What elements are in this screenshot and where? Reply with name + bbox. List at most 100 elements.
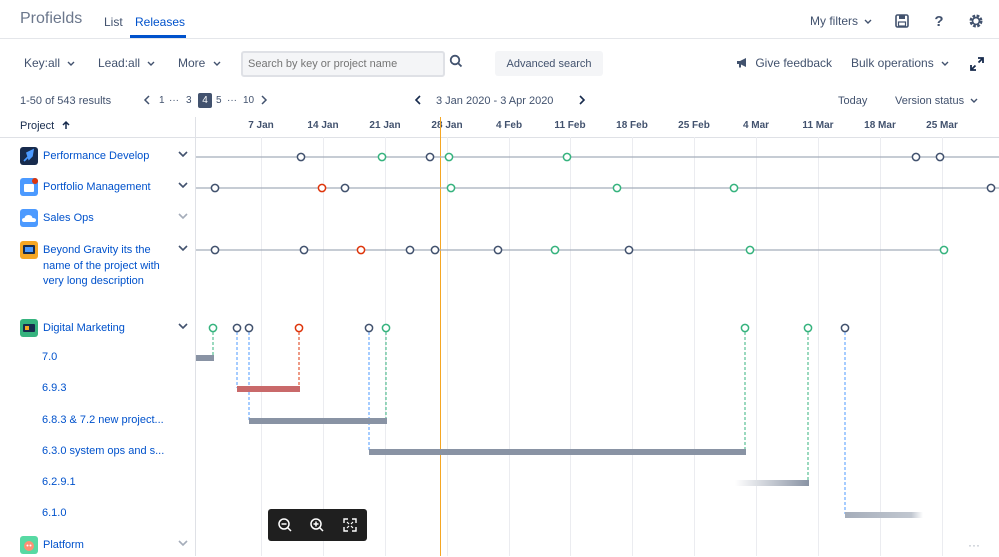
prev-page-icon[interactable] <box>143 94 151 108</box>
laptop-icon <box>20 319 38 337</box>
lead-filter-dropdown[interactable]: Lead:all <box>98 56 155 70</box>
version-name[interactable]: 6.8.3 & 7.2 new project... <box>42 414 164 426</box>
gridline <box>818 137 819 556</box>
page-link[interactable]: 1 <box>159 95 165 106</box>
version-marker <box>493 245 503 255</box>
gridline <box>694 137 695 556</box>
chevron-down-icon <box>213 61 221 66</box>
gridline <box>756 137 757 556</box>
version-marker <box>425 152 435 162</box>
app-title: Profields <box>20 10 83 27</box>
megaphone-icon <box>737 58 746 68</box>
project-name[interactable]: Sales Ops <box>43 212 94 224</box>
project-name[interactable]: Portfolio Management <box>43 181 151 193</box>
version-status-dropdown[interactable]: Version status <box>895 95 978 107</box>
project-column-label: Project <box>20 120 55 132</box>
save-icon[interactable] <box>892 11 912 31</box>
date-tick: 14 Jan <box>307 120 339 131</box>
version-marker <box>208 323 218 333</box>
range-next-icon[interactable] <box>578 94 586 108</box>
fit-to-screen-icon[interactable] <box>340 515 360 535</box>
current-page[interactable]: 4 <box>198 93 212 108</box>
more-filters-dropdown[interactable]: More <box>178 56 221 70</box>
search-icon[interactable] <box>449 54 469 74</box>
project-column-header[interactable]: Project <box>20 120 70 132</box>
project-name[interactable]: Platform <box>43 539 84 551</box>
help-icon[interactable]: ? <box>934 12 944 30</box>
timeline-header <box>0 117 999 138</box>
version-name[interactable]: 6.2.9.1 <box>42 476 76 488</box>
version-marker <box>364 323 374 333</box>
zoom-out-icon[interactable] <box>275 515 295 535</box>
advanced-search-button[interactable]: Advanced search <box>495 51 603 76</box>
chevron-down-icon[interactable] <box>178 211 188 221</box>
version-marker <box>405 245 415 255</box>
robot-icon <box>20 536 38 554</box>
search-input[interactable] <box>243 53 443 75</box>
date-tick: 25 Mar <box>926 120 958 131</box>
version-marker <box>317 183 327 193</box>
column-divider <box>195 117 196 556</box>
chevron-down-icon[interactable] <box>178 538 188 548</box>
version-name[interactable]: 6.9.3 <box>42 382 67 394</box>
gridline <box>385 137 386 556</box>
version-name[interactable]: 6.3.0 system ops and s... <box>42 445 165 457</box>
search-box <box>241 51 445 77</box>
chevron-down-icon[interactable] <box>178 180 188 190</box>
date-tick: 25 Feb <box>678 120 710 131</box>
version-name[interactable]: 6.1.0 <box>42 507 67 519</box>
version-status-label: Version status <box>895 95 965 107</box>
project-name[interactable]: Beyond Gravity its the name of the proje… <box>43 244 160 287</box>
version-marker <box>430 245 440 255</box>
chevron-down-icon <box>864 19 872 24</box>
date-tick: 21 Jan <box>369 120 401 131</box>
version-marker <box>939 245 949 255</box>
chevron-down-icon[interactable] <box>178 149 188 159</box>
version-marker <box>911 152 921 162</box>
version-name[interactable]: 7.0 <box>42 351 58 363</box>
expand-icon[interactable] <box>967 54 987 74</box>
date-tick: 4 Feb <box>495 120 523 131</box>
version-marker <box>745 245 755 255</box>
next-page-icon[interactable] <box>260 94 268 108</box>
range-prev-icon[interactable] <box>414 94 422 108</box>
version-bar <box>196 355 214 361</box>
page-link[interactable]: 5 <box>216 95 222 106</box>
tab-releases[interactable]: Releases <box>135 15 186 29</box>
page-link[interactable]: 10 <box>243 95 255 106</box>
chevron-down-icon <box>67 61 75 66</box>
project-name[interactable]: Digital Marketing <box>43 322 125 334</box>
gear-icon[interactable] <box>966 11 986 31</box>
version-marker <box>729 183 739 193</box>
give-feedback-button[interactable]: Give feedback <box>736 56 832 70</box>
gridline <box>447 137 448 556</box>
tab-list[interactable]: List <box>104 15 123 29</box>
key-filter-label: Key:all <box>24 56 61 70</box>
chevron-down-icon[interactable] <box>178 243 188 253</box>
version-marker <box>356 245 366 255</box>
my-filters-dropdown[interactable]: My filters <box>810 14 872 28</box>
portfolio-icon <box>20 178 38 196</box>
key-filter-dropdown[interactable]: Key:all <box>24 56 75 70</box>
gridline <box>880 137 881 556</box>
version-marker <box>340 183 350 193</box>
version-marker <box>377 152 387 162</box>
today-button[interactable]: Today <box>838 95 868 107</box>
version-bar <box>735 480 809 486</box>
version-marker <box>624 245 634 255</box>
active-tab-indicator <box>130 35 186 38</box>
give-feedback-label: Give feedback <box>755 56 833 70</box>
chevron-down-icon <box>941 61 949 66</box>
zoom-in-icon[interactable] <box>307 515 327 535</box>
page-link[interactable]: 3 <box>186 95 192 106</box>
date-tick: 28 Jan <box>431 120 463 131</box>
bulk-operations-dropdown[interactable]: Bulk operations <box>851 56 949 70</box>
version-marker <box>840 323 850 333</box>
gridline <box>323 137 324 556</box>
my-filters-label: My filters <box>810 14 858 28</box>
chevron-down-icon[interactable] <box>178 321 188 331</box>
project-name[interactable]: Performance Develop <box>43 150 150 162</box>
version-marker <box>299 245 309 255</box>
today-marker-line <box>440 117 441 556</box>
